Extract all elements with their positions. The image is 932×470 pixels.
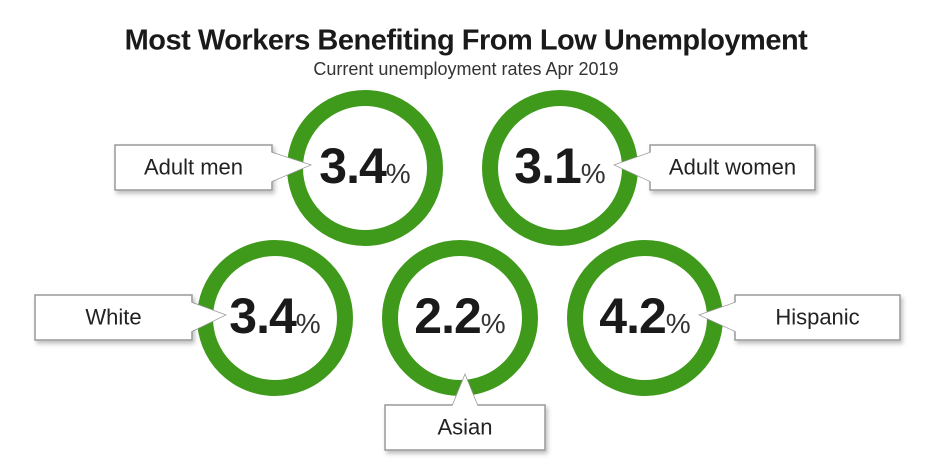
label: Asian (437, 414, 492, 439)
items: Adult men 3.4% Adult women 3.1% White 3.4% Asi… (34, 90, 901, 451)
rate: 3.4% (229, 288, 320, 344)
rate-unit: % (666, 308, 691, 339)
pointer-join (615, 152, 652, 182)
pointer-join (700, 302, 737, 332)
label-box (384, 404, 546, 451)
rate-unit: % (386, 158, 411, 189)
subtitle: Current unemployment rates Apr 2019 (313, 59, 618, 79)
pointer-join (190, 302, 225, 332)
label-box (734, 294, 901, 341)
rate: 3.4% (319, 138, 410, 194)
rate-value: 3.4 (229, 288, 297, 344)
rate-unit: % (481, 308, 506, 339)
rate-unit: % (296, 308, 321, 339)
rate-value: 3.4 (319, 138, 387, 194)
label: Hispanic (775, 304, 859, 329)
rate-value: 2.2 (414, 288, 481, 344)
label: Adult women (669, 154, 796, 179)
rate: 2.2% (414, 288, 505, 344)
rate-unit: % (581, 158, 606, 189)
pointer-join (270, 152, 310, 182)
label-box (34, 294, 193, 341)
label: Adult men (144, 154, 243, 179)
rate-value: 3.1 (514, 138, 581, 194)
label: White (85, 304, 141, 329)
label-box (114, 144, 273, 191)
pointer-join (452, 375, 478, 407)
title: Most Workers Benefiting From Low Unemplo… (125, 25, 809, 57)
rate: 3.1% (514, 138, 605, 194)
rate: 4.2% (599, 288, 690, 344)
rate-value: 4.2 (599, 288, 666, 344)
